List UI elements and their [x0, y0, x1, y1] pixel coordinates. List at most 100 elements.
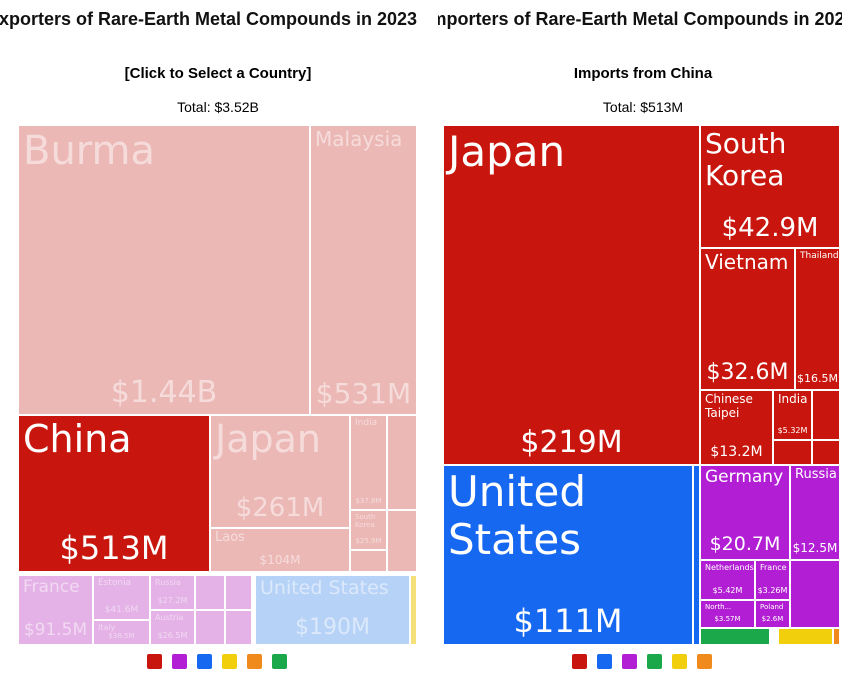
tile-label: Malaysia [315, 127, 403, 151]
tile[interactable] [790, 560, 840, 628]
tile-label: China [23, 417, 132, 461]
tile-value: $104M [259, 553, 301, 567]
tile[interactable] [700, 628, 770, 645]
tile-value: $32.6M [706, 360, 789, 385]
tile[interactable]: India $5.32M [773, 390, 812, 440]
tile-label: Thailand [800, 251, 839, 261]
tile[interactable]: Germany $20.7M [700, 465, 790, 560]
tile-value: $38.5M [108, 632, 135, 640]
title: Importers of Rare-Earth Metal Compounds … [438, 8, 842, 56]
tile[interactable]: Laos $104M [210, 528, 350, 572]
tile[interactable]: Estonia $41.6M [93, 575, 150, 620]
tile-value: $91.5M [23, 620, 88, 640]
tile[interactable] [773, 440, 812, 465]
tile-label: United States [260, 577, 389, 599]
region-filter[interactable] [622, 654, 637, 669]
region-filter[interactable] [272, 654, 287, 669]
tile[interactable] [225, 575, 252, 610]
tile-label: Russia [795, 467, 837, 482]
tile-value: $531M [315, 377, 412, 410]
tile[interactable] [778, 628, 833, 645]
region-filter[interactable] [222, 654, 237, 669]
tile-value: $20.7M [709, 533, 781, 555]
tile[interactable] [350, 550, 387, 572]
tile[interactable]: South Korea $42.9M [700, 125, 840, 248]
tile-value: $5.32M [777, 426, 808, 435]
tile-value: $2.6M [761, 615, 784, 623]
tile-label: Germany [705, 467, 784, 487]
tile-label: South Korea [705, 127, 787, 193]
tile-value: $12.5M [792, 541, 838, 555]
tile-value: $13.2M [710, 444, 763, 460]
tile[interactable]: China $513M [18, 415, 210, 572]
tile-value: $3.57M [714, 615, 741, 623]
tile[interactable] [225, 610, 252, 645]
region-filter[interactable] [647, 654, 662, 669]
tile[interactable]: South Korea $25.9M [350, 510, 387, 550]
region-filter[interactable] [147, 654, 162, 669]
subtitle[interactable]: [Click to Select a Country] [124, 65, 312, 82]
tile[interactable] [833, 628, 840, 645]
tile[interactable] [387, 510, 417, 572]
tile-value: $1.44B [110, 375, 218, 410]
tile-value: $25.9M [355, 537, 382, 545]
region-filter[interactable] [697, 654, 712, 669]
tile[interactable] [195, 575, 225, 610]
total: Total: $513M [602, 99, 684, 115]
tile-label: Poland [760, 603, 784, 611]
region-filter[interactable] [597, 654, 612, 669]
tile-label: United States [448, 467, 586, 565]
tile[interactable]: France $3.26M [755, 560, 790, 600]
tile-value: $111M [513, 602, 623, 640]
tile[interactable] [410, 575, 417, 645]
tile-value: $16.5M [797, 372, 838, 385]
tile[interactable]: Burma $1.44B [18, 125, 310, 415]
tile[interactable] [195, 610, 225, 645]
subtitle: Imports from China [573, 65, 713, 82]
region-filter[interactable] [572, 654, 587, 669]
region-filter[interactable] [197, 654, 212, 669]
tile[interactable] [693, 465, 700, 645]
title-text: Exporters of Rare-Earth Metal Compounds … [0, 9, 418, 29]
tile[interactable]: Austria $26.5M [150, 610, 195, 645]
title: Exporters of Rare-Earth Metal Compounds … [0, 8, 420, 56]
tile-value: $513M [59, 529, 169, 567]
tile[interactable]: United States $190M [255, 575, 410, 645]
tile-value: $261M [235, 493, 325, 523]
tile-value: $190M [295, 615, 370, 640]
tile-label: Italy [98, 623, 116, 632]
tile[interactable]: Netherlands $5.42M [700, 560, 755, 600]
tile[interactable]: Poland $2.6M [755, 600, 790, 628]
tile-label: Japan [215, 417, 321, 461]
tile[interactable] [387, 415, 417, 510]
tile[interactable]: North... $3.57M [700, 600, 755, 628]
tile[interactable]: Malaysia $531M [310, 125, 417, 415]
tile[interactable]: United States $111M [443, 465, 693, 645]
tile-value: $37.8M [355, 497, 382, 505]
total: Total: $3.52B [177, 99, 259, 115]
region-filter[interactable] [172, 654, 187, 669]
tile[interactable]: Italy $38.5M [93, 620, 150, 645]
tile[interactable]: Japan $261M [210, 415, 350, 528]
tile-label: Burma [23, 128, 156, 174]
tile-value: $26.5M [157, 631, 188, 640]
tile[interactable]: France $91.5M [18, 575, 93, 645]
tile[interactable]: Thailand $16.5M [795, 248, 840, 390]
tile-value: $219M [520, 425, 623, 460]
tile-label: France [23, 577, 80, 597]
tile-value: $42.9M [721, 213, 819, 243]
tile[interactable] [812, 440, 840, 465]
tile[interactable]: Russia $12.5M [790, 465, 840, 560]
tile[interactable] [812, 390, 840, 440]
region-filter[interactable] [247, 654, 262, 669]
tile[interactable]: Russia $27.2M [150, 575, 195, 610]
region-filter[interactable] [672, 654, 687, 669]
tile-label: India [778, 392, 808, 406]
tile[interactable]: India $37.8M [350, 415, 387, 510]
tile-label: Austria [155, 613, 184, 622]
tile-label: Chinese Taipei [705, 392, 753, 420]
tile[interactable]: Chinese Taipei $13.2M [700, 390, 773, 465]
tile[interactable]: Japan $219M [443, 125, 700, 465]
tile[interactable]: Vietnam $32.6M [700, 248, 795, 390]
